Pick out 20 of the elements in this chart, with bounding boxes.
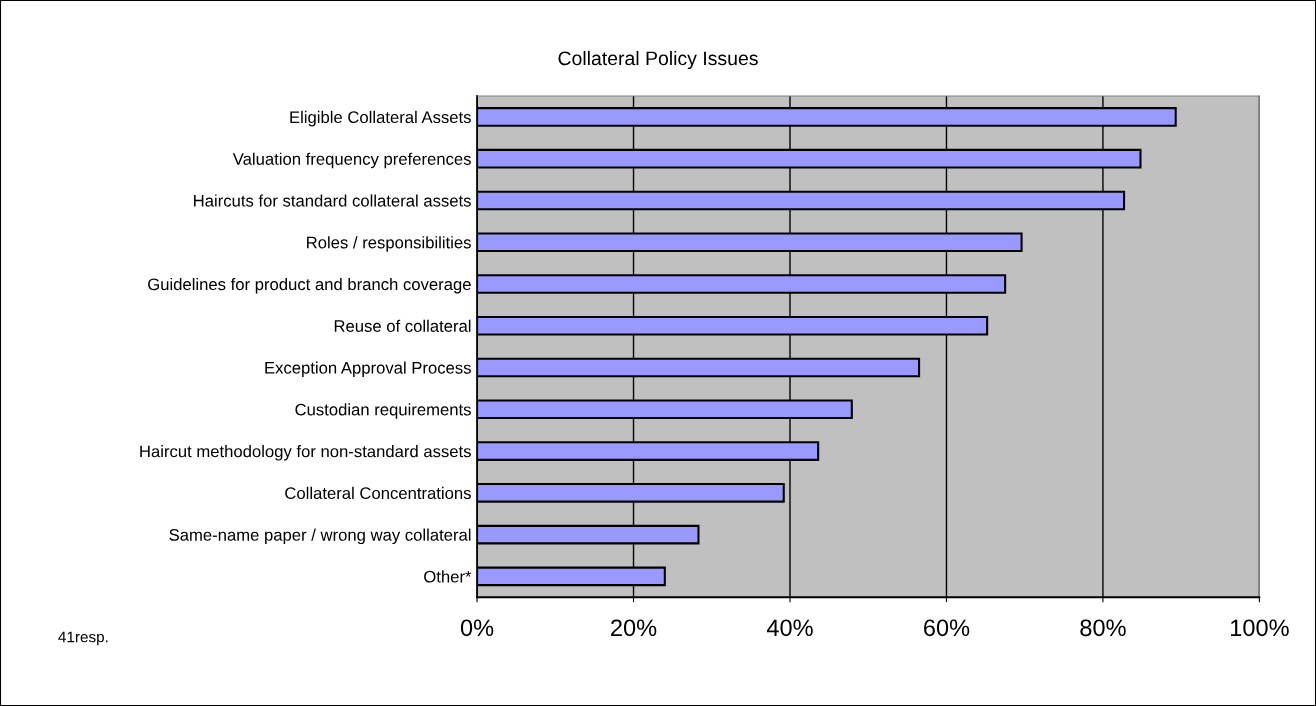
x-tick-label: 100%	[1231, 619, 1289, 637]
y-tick-label: Other*	[424, 570, 472, 583]
chart-title: Collateral Policy Issues	[558, 50, 758, 70]
x-tick-label: 0%	[460, 619, 494, 637]
y-tick-label: Haircuts for standard collateral assets	[194, 194, 471, 207]
y-tick-label: Reuse of collateral	[334, 319, 471, 332]
text: 41resp.	[58, 631, 108, 646]
y-tick-label: Custodian requirements	[295, 403, 471, 419]
x-tick-label: 40%	[766, 619, 813, 637]
y-tick-label: Exception Approval Process	[265, 361, 471, 378]
y-tick-label: Eligible Collateral Assets	[290, 110, 471, 127]
y-tick-label: Roles / responsibilities	[307, 236, 471, 252]
x-tick-label: 80%	[1080, 619, 1126, 637]
y-tick-label: Haircut methodology for non-standard assets	[140, 445, 471, 461]
y-tick-label: Valuation frequency preferences	[232, 152, 471, 169]
x-tick-label: 20%	[611, 619, 657, 637]
y-tick-label: Guidelines for product and branch coverage	[148, 277, 471, 294]
x-tick-label: 60%	[924, 619, 970, 637]
y-tick-label: Same-name paper / wrong way collateral	[169, 528, 471, 545]
y-tick-label: Collateral Concentrations	[285, 486, 471, 500]
